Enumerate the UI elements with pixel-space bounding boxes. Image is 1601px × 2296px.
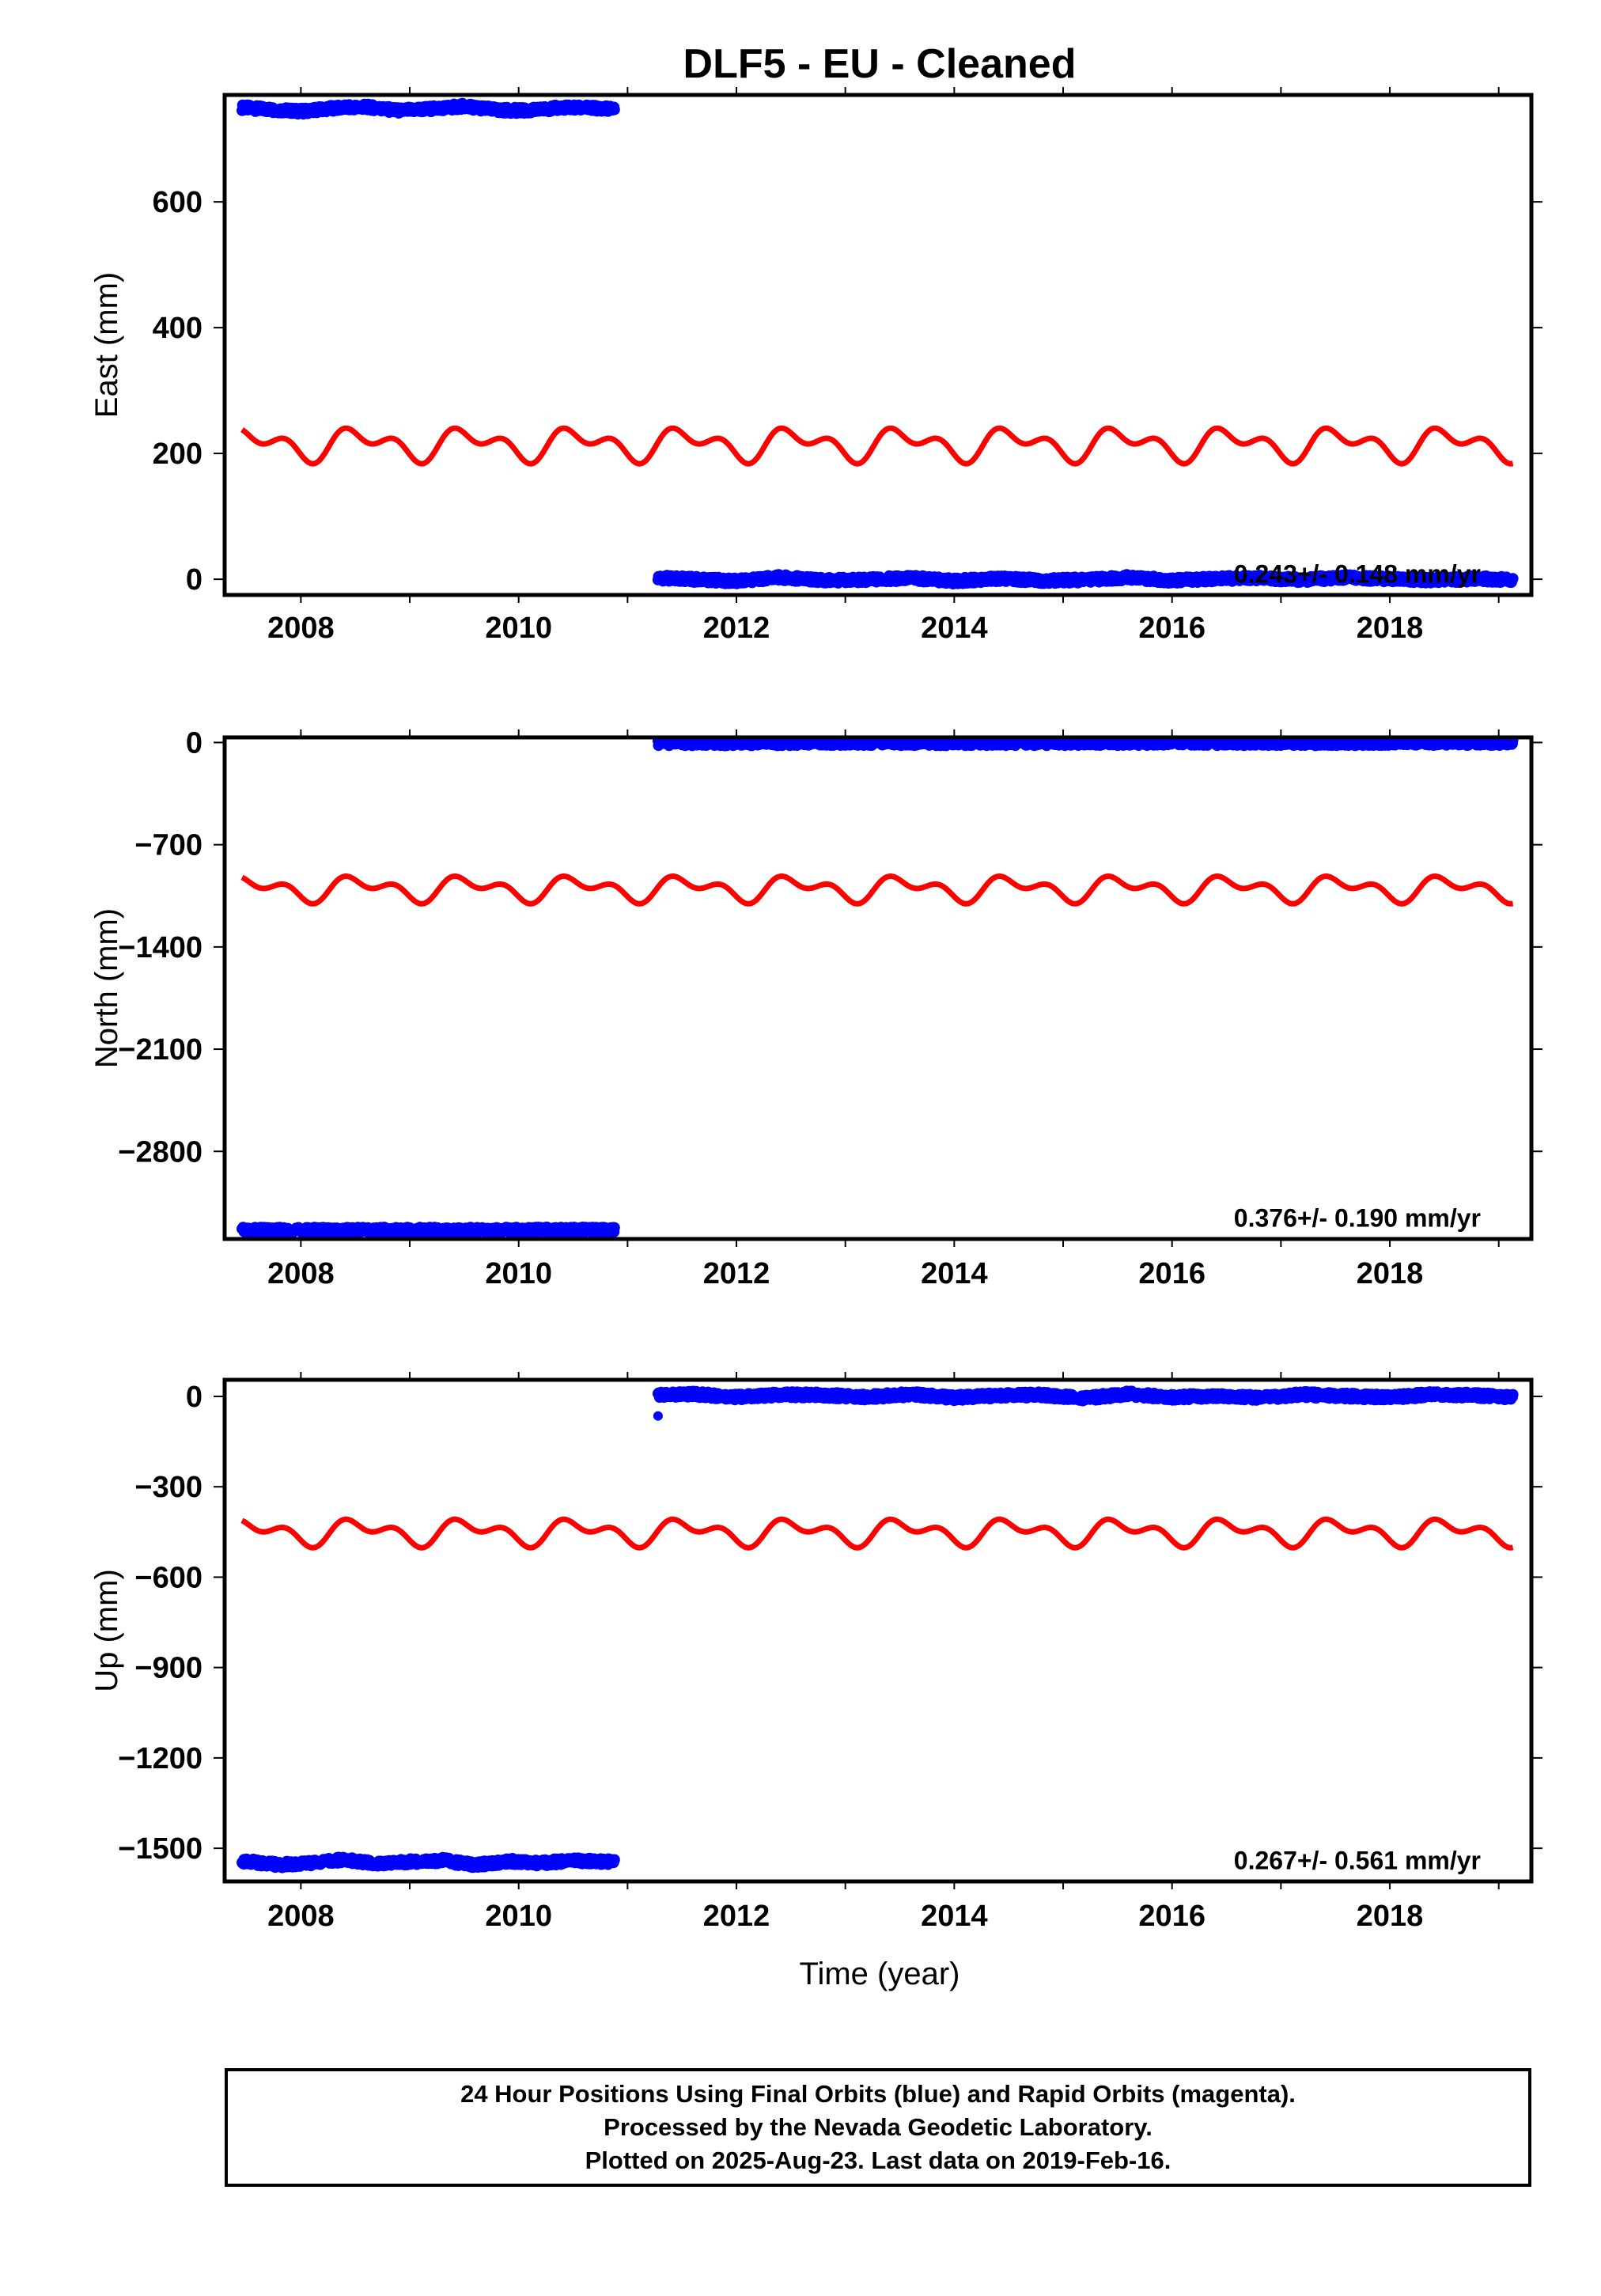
y-axis-label: North (mm) — [89, 908, 124, 1068]
x-tick-label: 2012 — [703, 612, 770, 645]
y-axis-label: East (mm) — [89, 272, 124, 418]
chart-title: DLF5 - EU - Cleaned — [683, 41, 1077, 87]
panel-ticks — [214, 87, 1542, 603]
x-tick-label: 2012 — [703, 1257, 770, 1290]
panel-north: 2008 2010 2012 2014 2016 2018 0 −700 −1400 −2100 −… — [89, 726, 1542, 1290]
y-tick-label: −1400 — [118, 931, 202, 964]
y-tick-label: −2100 — [118, 1033, 202, 1067]
x-tick-label: 2010 — [485, 1257, 552, 1290]
panel-tick-labels: 2008 2010 2012 2014 2016 2018 0 200 400 600 — [153, 186, 1424, 645]
x-tick-label: 2010 — [485, 612, 552, 645]
y-tick-label: −700 — [134, 829, 202, 862]
y-tick-label: 0 — [186, 563, 202, 597]
velocity-rate-label: 0.243+/- 0.148 mm/yr — [1234, 560, 1481, 589]
x-tick-label: 2014 — [921, 1257, 988, 1290]
panel-frame — [222, 93, 1534, 597]
x-tick-label: 2018 — [1357, 612, 1424, 645]
panel-ticks — [214, 729, 1542, 1247]
x-tick-label: 2018 — [1357, 1257, 1424, 1290]
panel-data — [237, 737, 1519, 1239]
final-orbit-point — [1507, 573, 1519, 585]
panel-east: 2008 2010 2012 2014 2016 2018 0 200 400 600 East (… — [89, 87, 1542, 645]
x-tick-label: 2016 — [1138, 612, 1205, 645]
y-tick-label: 400 — [153, 312, 202, 345]
panel-tick-labels: 2008 2010 2012 2014 2016 2018 0 −700 −1400 −2100 −… — [118, 726, 1423, 1290]
y-tick-label: 200 — [153, 438, 202, 471]
y-tick-label: 600 — [153, 186, 202, 219]
seasonal-model-line — [240, 425, 1515, 467]
y-tick-label: −2800 — [118, 1135, 202, 1169]
panel-data — [237, 97, 1519, 589]
y-tick-label: 0 — [186, 726, 202, 760]
x-tick-label: 2008 — [267, 612, 335, 645]
x-tick-label: 2014 — [921, 612, 988, 645]
final-orbit-point — [608, 104, 620, 116]
x-tick-label: 2016 — [1138, 1257, 1205, 1290]
final-orbit-point — [608, 1222, 620, 1233]
x-tick-label: 2008 — [267, 1257, 335, 1290]
panels-layer: 2008 2010 2012 2014 2016 2018 0 200 400 600 East (… — [89, 87, 1542, 1933]
